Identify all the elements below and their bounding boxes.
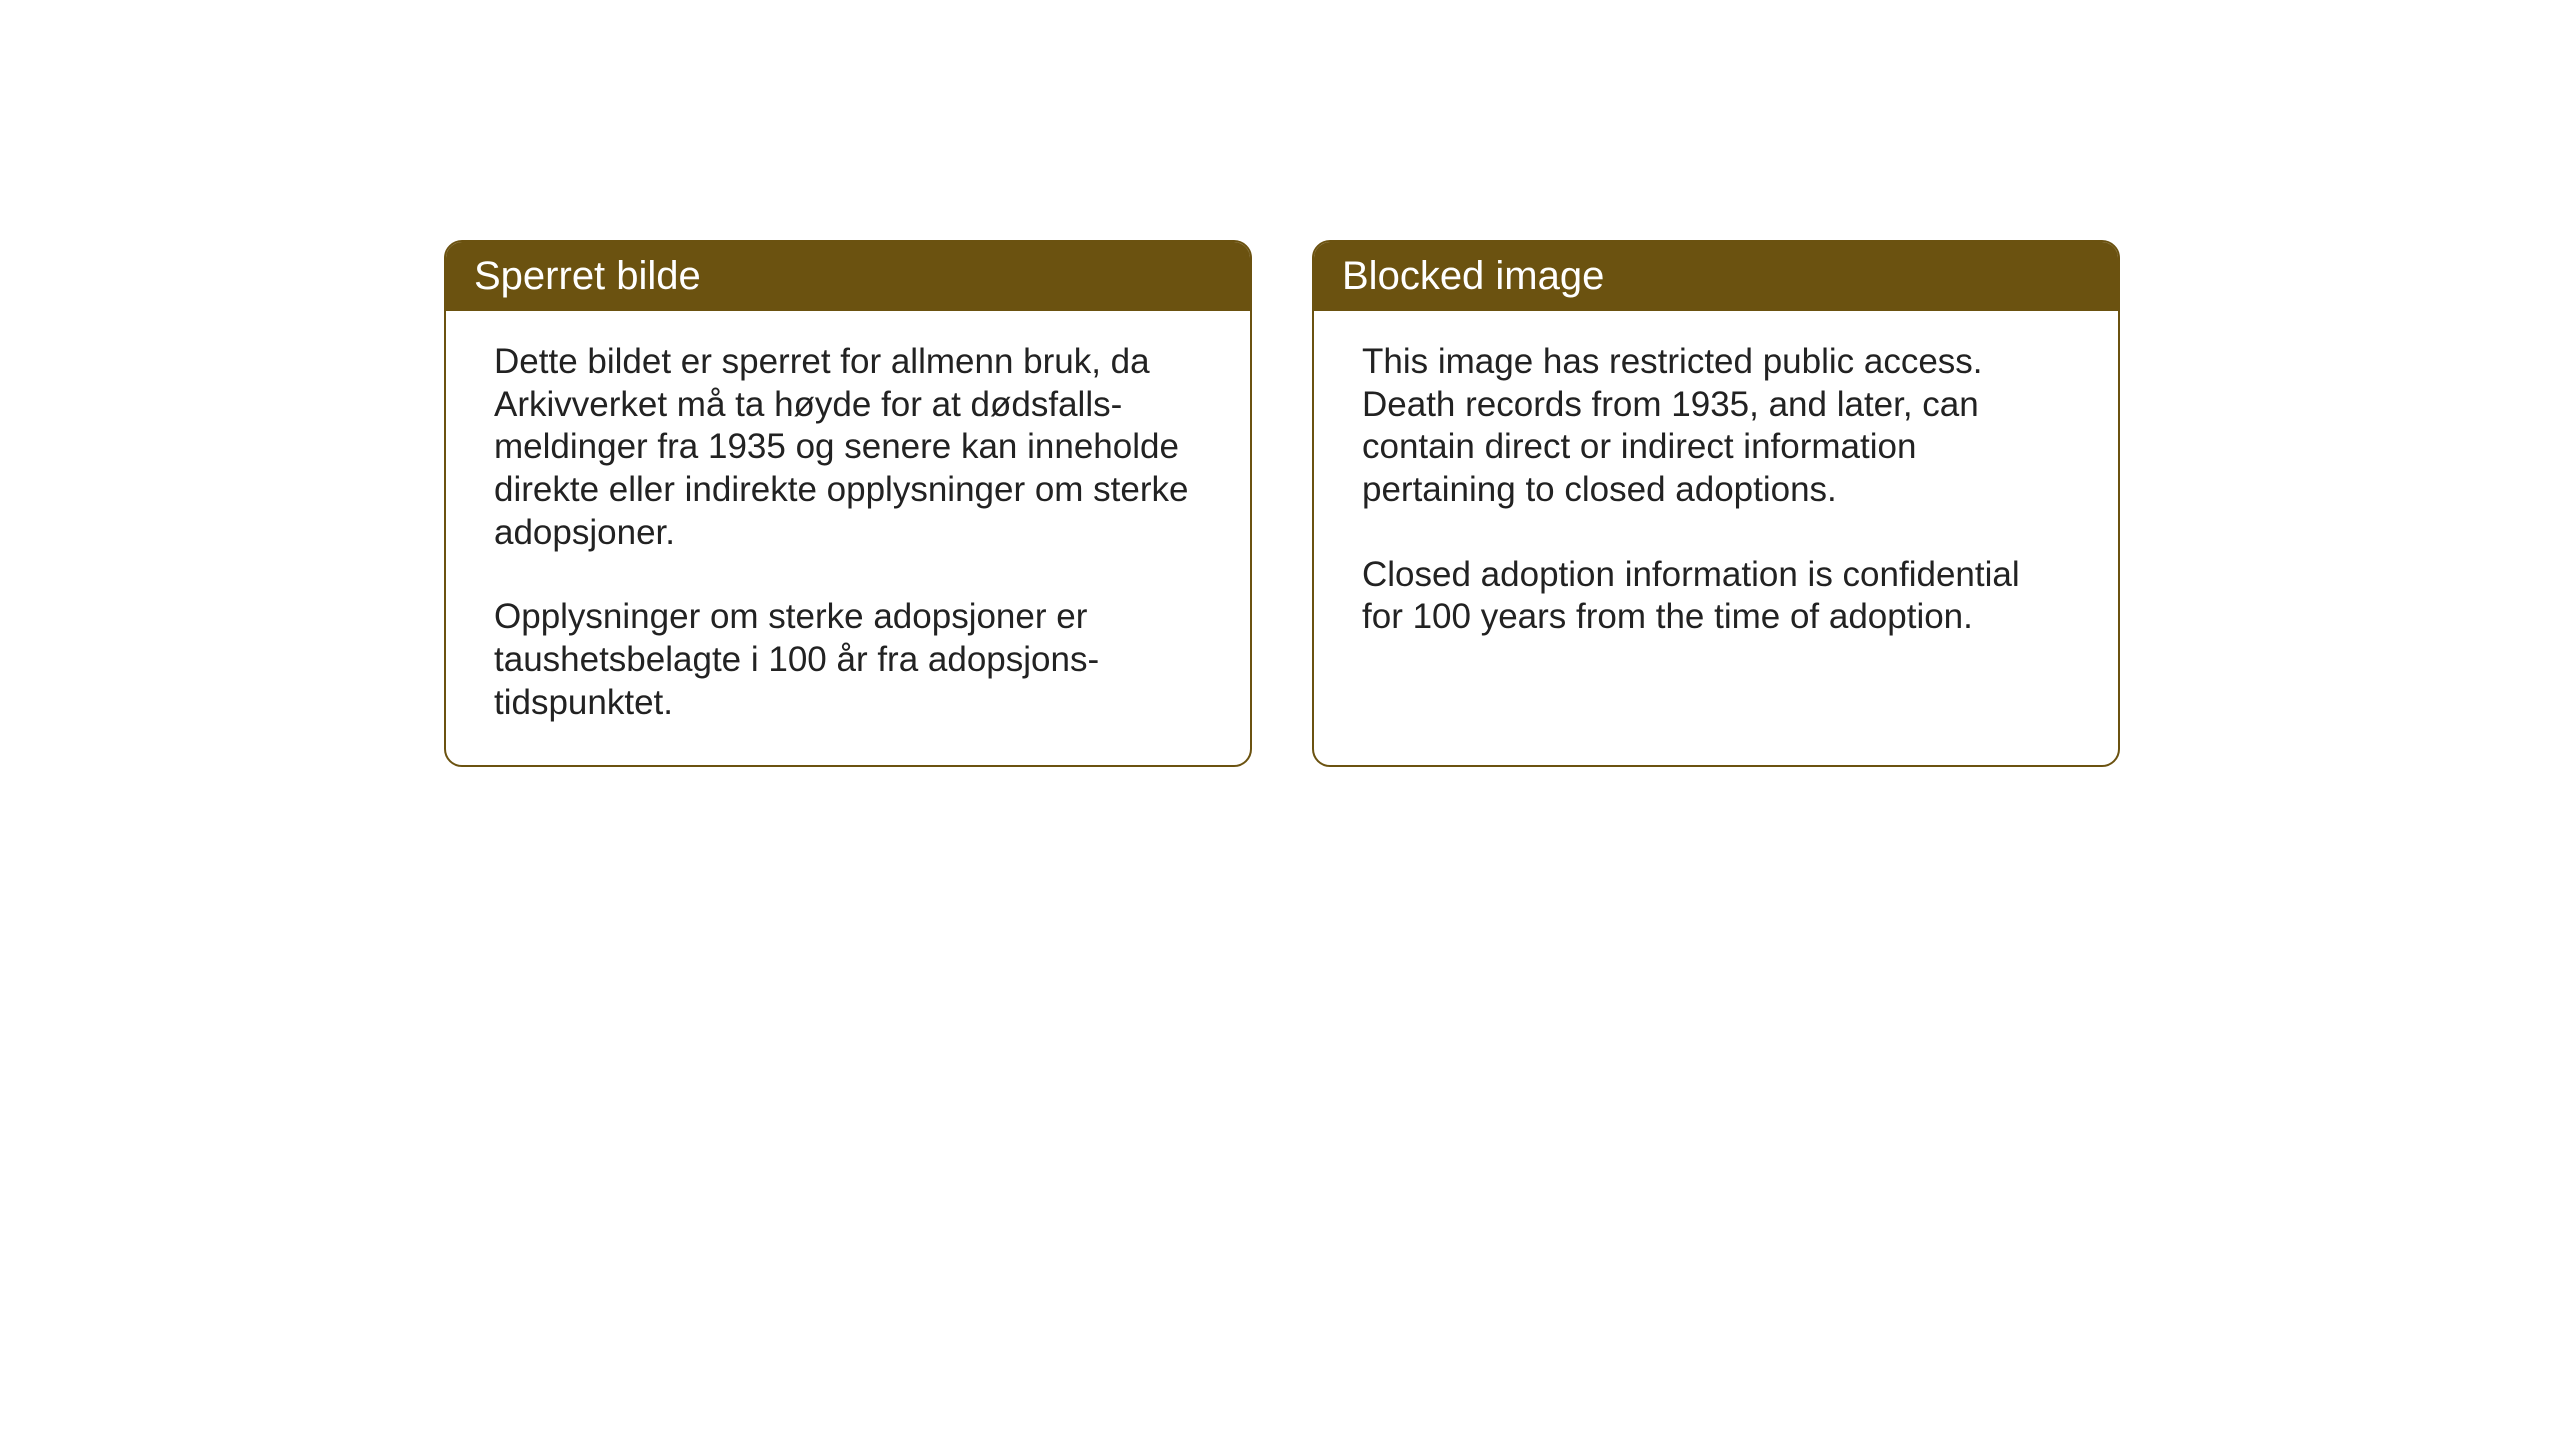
card-body-english: This image has restricted public access.… bbox=[1314, 311, 2118, 751]
card-title-norwegian: Sperret bilde bbox=[474, 254, 701, 298]
card-header-norwegian: Sperret bilde bbox=[446, 242, 1250, 311]
card-paragraph-1-norwegian: Dette bildet er sperret for allmenn bruk… bbox=[494, 341, 1202, 554]
card-body-norwegian: Dette bildet er sperret for allmenn bruk… bbox=[446, 311, 1250, 765]
notice-container: Sperret bilde Dette bildet er sperret fo… bbox=[444, 240, 2120, 767]
card-paragraph-2-norwegian: Opplysninger om sterke adopsjoner er tau… bbox=[494, 596, 1202, 724]
card-paragraph-2-english: Closed adoption information is confident… bbox=[1362, 554, 2070, 639]
card-paragraph-1-english: This image has restricted public access.… bbox=[1362, 341, 2070, 512]
notice-card-norwegian: Sperret bilde Dette bildet er sperret fo… bbox=[444, 240, 1252, 767]
card-title-english: Blocked image bbox=[1342, 254, 1604, 298]
notice-card-english: Blocked image This image has restricted … bbox=[1312, 240, 2120, 767]
card-header-english: Blocked image bbox=[1314, 242, 2118, 311]
